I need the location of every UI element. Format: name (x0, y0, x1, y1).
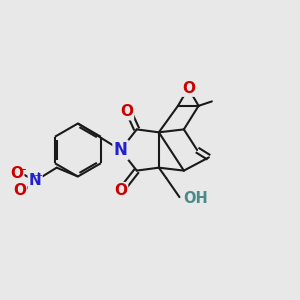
Text: O: O (114, 183, 127, 198)
Text: N: N (29, 173, 41, 188)
Text: O: O (14, 183, 26, 198)
Text: O: O (120, 104, 133, 119)
Text: OH: OH (183, 191, 208, 206)
Text: O: O (182, 81, 195, 96)
Text: O: O (11, 166, 24, 181)
Text: +: + (33, 171, 43, 181)
Text: N: N (114, 141, 128, 159)
Text: -: - (21, 164, 26, 176)
